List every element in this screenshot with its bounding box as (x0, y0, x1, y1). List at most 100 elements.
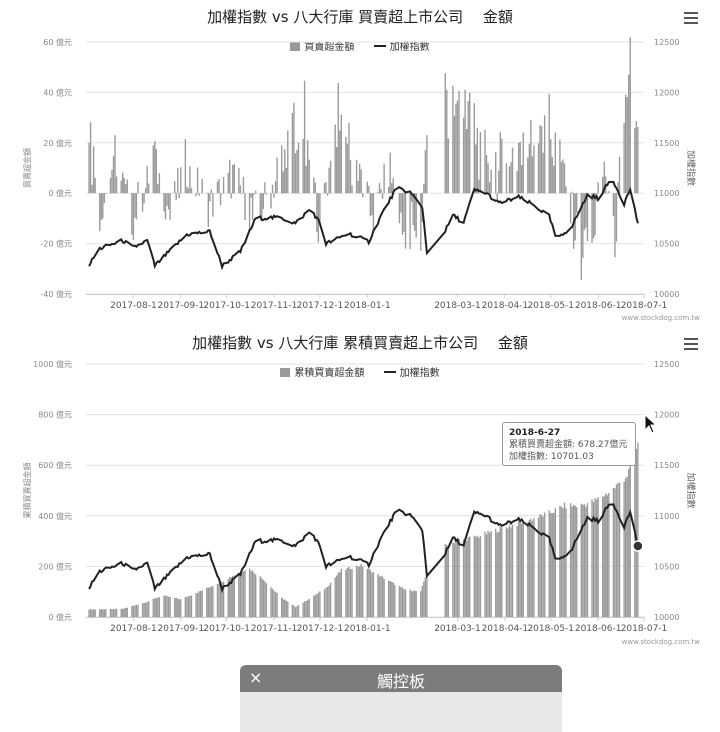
legend-item-line[interactable]: 加權指數 (373, 38, 430, 53)
bar (467, 537, 469, 617)
bar (401, 193, 404, 235)
bar (527, 157, 529, 194)
bar (251, 570, 254, 617)
bar (255, 190, 257, 194)
bar (355, 565, 358, 617)
bar (605, 493, 607, 617)
legend-item-bar[interactable]: 累積買賣超金額 (280, 364, 364, 379)
y-right-tick-label: 11000 (654, 512, 679, 521)
bar (404, 193, 407, 249)
x-tick-label: 2017-08-1 (110, 301, 157, 311)
bar (478, 179, 480, 194)
touchpad-panel[interactable]: × 觸控板 (240, 665, 562, 732)
bar (305, 601, 307, 617)
menu-icon[interactable] (684, 12, 698, 24)
bar (614, 488, 616, 617)
bar (580, 193, 583, 280)
bar (510, 162, 512, 194)
bar (169, 193, 171, 220)
bar (222, 581, 225, 617)
bar (635, 121, 638, 194)
bar (453, 543, 456, 617)
bar (190, 595, 193, 617)
bar (264, 182, 266, 194)
x-tick-label: 2018-01-1 (344, 624, 391, 634)
bar (173, 181, 176, 194)
x-tick-label: 2018-04-1 (482, 624, 529, 634)
bar (109, 178, 112, 194)
chart-tooltip: 2018-6-27 累積買賣超金額: 678.27億元 加權指數: 10701.… (502, 422, 636, 466)
bar (586, 503, 589, 617)
bar (251, 193, 254, 220)
bar (198, 193, 200, 196)
bar (131, 606, 133, 617)
bar (426, 135, 428, 194)
bar (562, 159, 564, 194)
bar (166, 595, 168, 617)
bar (313, 595, 315, 617)
bar (479, 132, 482, 194)
bar (206, 587, 208, 617)
bar (412, 193, 414, 226)
bar (242, 571, 245, 617)
bar (372, 193, 375, 233)
bar (141, 603, 144, 617)
legend-item-bar[interactable]: 買賣超金額 (290, 38, 354, 53)
bar (177, 598, 179, 617)
bar (420, 193, 422, 251)
bar (253, 193, 255, 195)
bar (126, 607, 128, 617)
bar (603, 161, 605, 194)
bar (297, 142, 300, 194)
x-tick-label: 2017-08-1 (110, 624, 157, 634)
index-line (88, 503, 639, 594)
bar (92, 146, 95, 194)
x-tick-label: 2017-09-1 (157, 301, 204, 311)
bar (464, 89, 466, 194)
bar (381, 193, 384, 200)
bar (617, 182, 619, 194)
legend-bar-label: 累積買賣超金額 (294, 368, 365, 379)
bar (169, 596, 171, 617)
bar (189, 166, 191, 194)
menu-icon[interactable] (684, 338, 698, 350)
close-icon[interactable]: × (249, 668, 263, 687)
bar (239, 185, 242, 194)
bar (447, 138, 450, 194)
bar (285, 167, 287, 194)
bar (261, 578, 263, 617)
bar (152, 145, 154, 194)
bar (175, 193, 177, 201)
bar (146, 602, 148, 617)
legend-item-line[interactable]: 加權指數 (383, 364, 440, 379)
bar (308, 598, 310, 617)
bar (410, 591, 413, 617)
bar (239, 571, 242, 617)
tooltip-date: 2018-6-27 (509, 428, 561, 438)
bar (186, 186, 188, 194)
bar (339, 130, 341, 194)
bar (273, 590, 275, 617)
bar (285, 600, 287, 617)
bar (478, 537, 480, 617)
bar (230, 193, 232, 199)
bar (340, 568, 342, 617)
bar (369, 569, 372, 617)
bar (238, 167, 240, 194)
bar (389, 580, 391, 617)
bar (388, 580, 390, 617)
bar (111, 608, 113, 617)
y-right-tick-label: 10000 (654, 613, 679, 622)
bar (314, 595, 317, 617)
bar (540, 126, 543, 194)
bar (508, 166, 511, 194)
touchpad-surface[interactable] (240, 692, 562, 732)
bar (227, 172, 229, 194)
bar (539, 514, 541, 617)
bar (166, 193, 168, 206)
line-swatch-icon (373, 45, 386, 47)
hover-point-marker[interactable] (632, 540, 644, 552)
bar (626, 476, 628, 617)
y-left-axis-title: 買賣超金額 (22, 148, 32, 188)
bar (328, 585, 330, 617)
